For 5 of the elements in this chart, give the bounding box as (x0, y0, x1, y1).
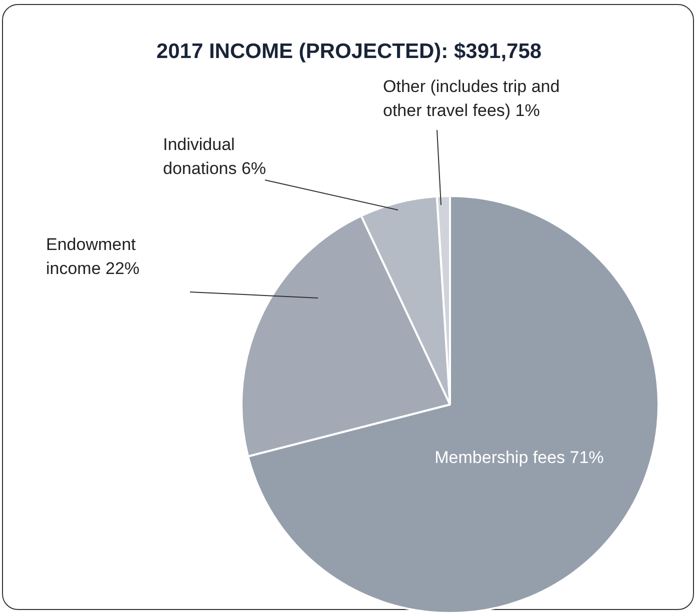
slice-label: Endowment income 22% (46, 235, 140, 278)
slice-label: Individual donations 6% (163, 135, 266, 178)
slice-label: Other (includes trip and other travel fees) 1% (383, 77, 560, 120)
chart-title: 2017 INCOME (PROJECTED): $391,758 (155, 40, 543, 64)
slice-label: Membership fees 71% (434, 448, 604, 467)
